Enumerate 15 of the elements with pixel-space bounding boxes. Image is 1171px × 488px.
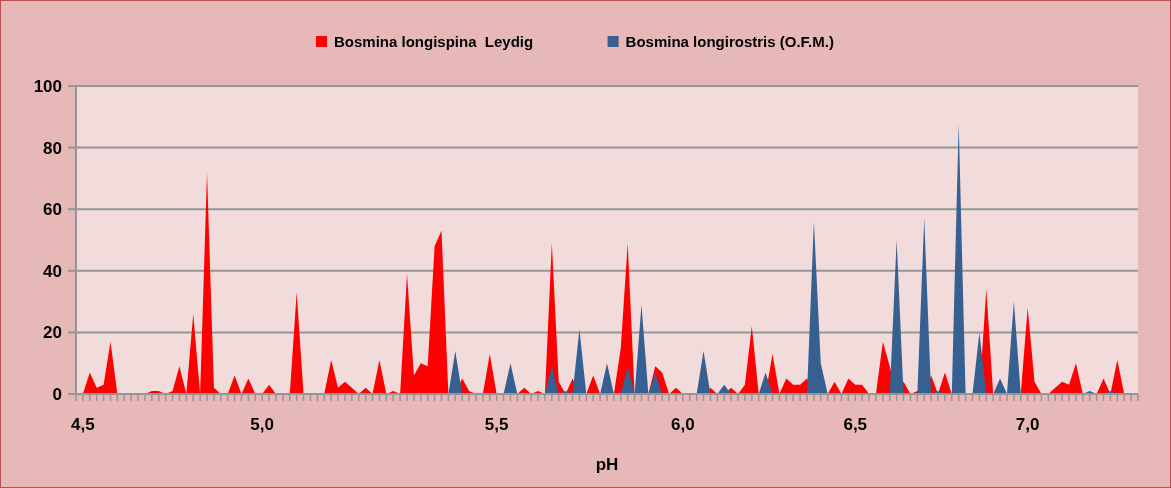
x-tick-label: 5,5 xyxy=(484,415,509,434)
y-tick-label: 60 xyxy=(43,200,62,220)
x-tick-label: 6,5 xyxy=(843,415,868,434)
legend-label: Bosmina longispina Leydig xyxy=(334,33,534,51)
y-tick-label: 20 xyxy=(43,323,62,343)
x-tick-label: 4,5 xyxy=(71,415,95,434)
x-tick-label: 7,0 xyxy=(1015,415,1040,434)
y-tick-label: 40 xyxy=(43,261,62,281)
y-tick-label: 80 xyxy=(43,138,62,158)
x-axis-title: pH xyxy=(595,455,619,474)
x-tick-label: 5,0 xyxy=(250,415,275,434)
y-tick-label: 100 xyxy=(33,76,62,96)
y-tick-label: 0 xyxy=(52,384,62,404)
x-tick-label: 6,0 xyxy=(671,415,695,434)
legend-label: Bosmina longirostris (O.F.M.) xyxy=(625,33,834,51)
